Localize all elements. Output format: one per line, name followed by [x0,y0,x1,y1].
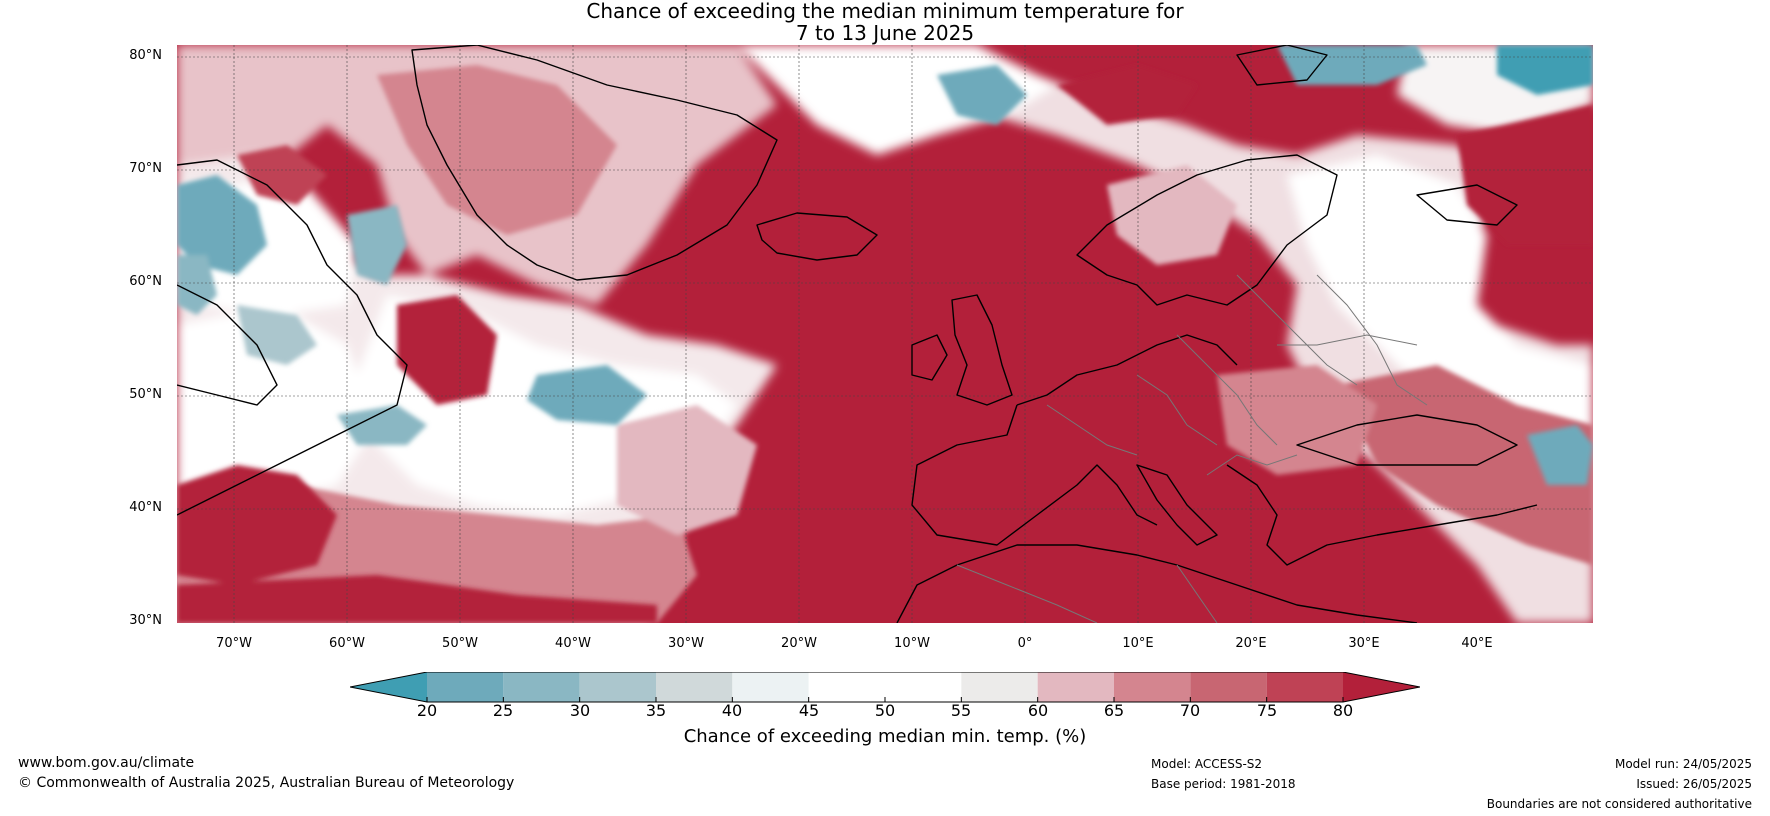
coastlines [177,45,1538,623]
map-canvas [177,45,1593,623]
graticule [177,45,1593,623]
colorbar-tick-label: 45 [798,701,820,720]
colorbar-segment [1190,672,1267,702]
country-borders [956,274,1428,623]
longitude-label-70w: 70°W [216,636,252,651]
longitude-label-0: 0° [1017,636,1033,651]
footer-model-run: Model run: 24/05/2025 [1614,757,1752,771]
colorbar-tick-label: 60 [1027,701,1049,720]
colorbar-segment [1114,672,1191,702]
colorbar-tick-label: 70 [1179,701,1201,720]
colorbar-tick-label: 65 [1103,701,1125,720]
latitude-label-30n: 30°N [129,613,162,628]
latitude-label-80n: 80°N [129,48,162,63]
footer-website: www.bom.gov.au/climate [18,755,195,771]
map-title-line-1: Chance of exceeding the median minimum t… [586,0,1184,23]
colorbar-segment [503,672,580,702]
colorbar-title: Chance of exceeding median min. temp. (%… [683,726,1087,747]
colorbar-segment [579,672,656,702]
footer-disclaimer: Boundaries are not considered authoritat… [1486,797,1752,811]
latitude-label-50n: 50°N [129,387,162,402]
colorbar-tick-label: 40 [721,701,743,720]
colorbar-segment [427,672,504,702]
colorbar-segment [808,672,885,702]
probability-map [177,45,1593,623]
longitude-label-20w: 20°W [781,636,817,651]
colorbar-tick-label: 30 [569,701,591,720]
longitude-label-50w: 50°W [442,636,478,651]
longitude-label-20e: 20°E [1235,636,1267,651]
colorbar [350,672,1420,703]
footer-issued: Issued: 26/05/2025 [1636,777,1752,791]
longitude-label-40e: 40°E [1461,636,1493,651]
colorbar-segment [1266,672,1343,702]
colorbar-tick-label: 35 [645,701,667,720]
colorbar-segment [1343,672,1420,702]
longitude-label-10w: 10°W [894,636,930,651]
latitude-label-70n: 70°N [129,161,162,176]
colorbar-segment [732,672,809,702]
colorbar-segment [350,672,427,702]
longitude-label-10e: 10°E [1122,636,1154,651]
map-title-line-2: 7 to 13 June 2025 [795,21,975,45]
colorbar-tick-label: 75 [1256,701,1278,720]
colorbar-tick-label: 20 [416,701,438,720]
longitude-label-30e: 30°E [1348,636,1380,651]
longitude-label-40w: 40°W [555,636,591,651]
strong-high-regions-west [177,65,1593,623]
footer-copyright: © Commonwealth of Australia 2025, Austra… [18,775,515,791]
latitude-label-40n: 40°N [129,500,162,515]
colorbar-segment [961,672,1038,702]
colorbar-tick-label: 25 [492,701,514,720]
colorbar-segment [1037,672,1114,702]
longitude-label-60w: 60°W [329,636,365,651]
latitude-label-60n: 60°N [129,274,162,289]
colorbar-segment [656,672,733,702]
colorbar-tick-label: 55 [950,701,972,720]
footer-base-period: Base period: 1981-2018 [1151,777,1296,791]
low-probability-regions [177,45,1593,485]
colorbar-tick-label: 80 [1332,701,1354,720]
footer-model: Model: ACCESS-S2 [1151,757,1263,771]
colorbar-tick-label: 50 [874,701,896,720]
colorbar-segment [885,672,962,702]
longitude-label-30w: 30°W [668,636,704,651]
